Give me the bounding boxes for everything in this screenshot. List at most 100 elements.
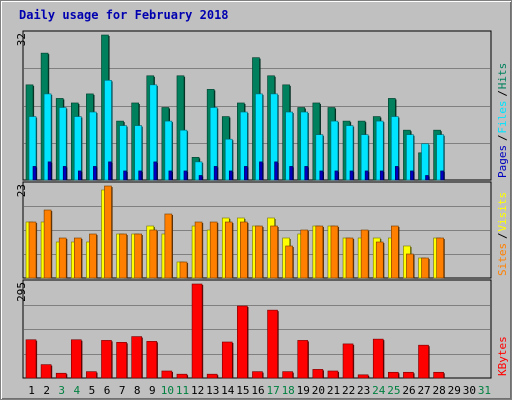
- files-bar-12: [194, 161, 203, 181]
- sites-bar-12: [194, 221, 203, 279]
- kbytes-bar-16: [252, 371, 263, 379]
- x-tick-label-27: 27: [417, 384, 430, 397]
- kbytes-bar-25: [388, 371, 399, 379]
- sites-bar-4: [73, 237, 82, 279]
- pages-bar-15: [244, 166, 248, 181]
- files-bar-17: [270, 93, 278, 181]
- x-tick-label-29: 29: [448, 384, 461, 397]
- sites-bar-16: [255, 225, 263, 279]
- pages-bar-7: [123, 170, 127, 181]
- sites-bar-26: [406, 253, 414, 279]
- top-legend-separator-1: /: [496, 134, 509, 141]
- kbytes-bar-2: [40, 364, 52, 379]
- middle-legend-separator-1: /: [496, 232, 509, 239]
- sites-bar-2: [43, 209, 52, 279]
- pages-bar-17: [274, 161, 278, 181]
- files-bar-16: [255, 93, 263, 181]
- files-bar-14: [224, 138, 233, 181]
- files-bar-28: [436, 134, 444, 181]
- x-tick-label-8: 8: [134, 384, 141, 397]
- x-tick-label-3: 3: [58, 384, 65, 397]
- kbytes-bar-8: [131, 336, 142, 379]
- pages-bar-27: [425, 175, 429, 181]
- x-tick-label-7: 7: [119, 384, 126, 397]
- files-bar-19: [300, 111, 309, 181]
- kbytes-bar-1: [25, 339, 37, 379]
- kbytes-bar-9: [146, 341, 158, 379]
- kbytes-bar-4: [70, 339, 82, 379]
- pages-legend-label: Pages: [496, 145, 509, 178]
- kbytes-bar-24: [372, 338, 384, 379]
- kbytes-bar-5: [86, 371, 97, 379]
- files-bar-6: [104, 80, 112, 181]
- x-tick-label-21: 21: [327, 384, 340, 397]
- x-tick-label-1: 1: [28, 384, 35, 397]
- sites-bar-11: [179, 261, 188, 279]
- sites-legend-label: Sites: [496, 243, 509, 276]
- sites-bar-10: [164, 213, 173, 279]
- x-tick-label-25: 25: [387, 384, 400, 397]
- x-tick-label-5: 5: [89, 384, 96, 397]
- pages-bar-25: [395, 166, 399, 181]
- files-bar-24: [375, 120, 384, 181]
- files-legend-label: Files: [496, 100, 509, 133]
- x-tick-label-2: 2: [43, 384, 50, 397]
- sites-bar-3: [58, 237, 67, 279]
- kbytes-bar-14: [221, 341, 233, 379]
- pages-bar-21: [334, 170, 339, 181]
- pages-bar-24: [379, 170, 384, 181]
- files-bar-5: [89, 111, 97, 181]
- files-bar-10: [164, 120, 173, 181]
- x-tick-label-26: 26: [402, 384, 415, 397]
- pages-bar-6: [108, 161, 112, 181]
- files-bar-13: [209, 107, 218, 181]
- pages-bar-3: [62, 166, 67, 181]
- x-tick-label-17: 17: [266, 384, 279, 397]
- pages-bar-28: [440, 170, 444, 181]
- pages-bar-22: [349, 170, 354, 181]
- sites-bar-22: [345, 237, 354, 279]
- kbytes-bar-20: [312, 369, 324, 379]
- x-tick-label-16: 16: [251, 384, 264, 397]
- top-legend-separator-2: /: [496, 90, 509, 97]
- sites-bar-28: [436, 237, 444, 279]
- kbytes-bar-28: [433, 371, 444, 379]
- x-tick-label-20: 20: [312, 384, 325, 397]
- kbytes-bar-15: [237, 305, 248, 379]
- kbytes-bar-27: [418, 344, 429, 379]
- kbytes-bar-26: [403, 371, 414, 379]
- sites-bar-23: [360, 229, 369, 279]
- pages-bar-10: [168, 170, 173, 181]
- sites-bar-13: [209, 221, 218, 279]
- sites-bar-19: [300, 229, 309, 279]
- files-bar-2: [43, 93, 52, 181]
- kbytes-bar-12: [191, 283, 203, 379]
- x-tick-label-30: 30: [463, 384, 476, 397]
- x-tick-label-13: 13: [206, 384, 219, 397]
- files-bar-8: [134, 125, 142, 181]
- pages-bar-14: [228, 170, 233, 181]
- pages-bar-1: [32, 166, 37, 181]
- pages-bar-16: [259, 161, 263, 181]
- hits-legend-label: Hits: [496, 63, 509, 90]
- files-bar-4: [73, 116, 82, 181]
- sites-bar-24: [375, 241, 384, 279]
- kbytes-bar-13: [206, 373, 218, 379]
- pages-bar-5: [93, 166, 97, 181]
- x-tick-label-18: 18: [282, 384, 295, 397]
- sites-bar-21: [330, 225, 339, 279]
- x-tick-label-9: 9: [149, 384, 156, 397]
- pages-bar-20: [319, 170, 324, 181]
- sites-bar-25: [391, 225, 399, 279]
- kbytes-bar-22: [342, 343, 354, 379]
- x-tick-label-24: 24: [372, 384, 386, 397]
- pages-bar-4: [77, 170, 82, 181]
- files-bar-23: [360, 134, 369, 181]
- files-bar-27: [421, 143, 429, 181]
- sites-bar-6: [104, 185, 112, 279]
- sites-bar-1: [28, 221, 37, 279]
- files-bar-3: [58, 107, 67, 181]
- sites-bar-9: [149, 229, 158, 279]
- files-bar-25: [391, 116, 399, 181]
